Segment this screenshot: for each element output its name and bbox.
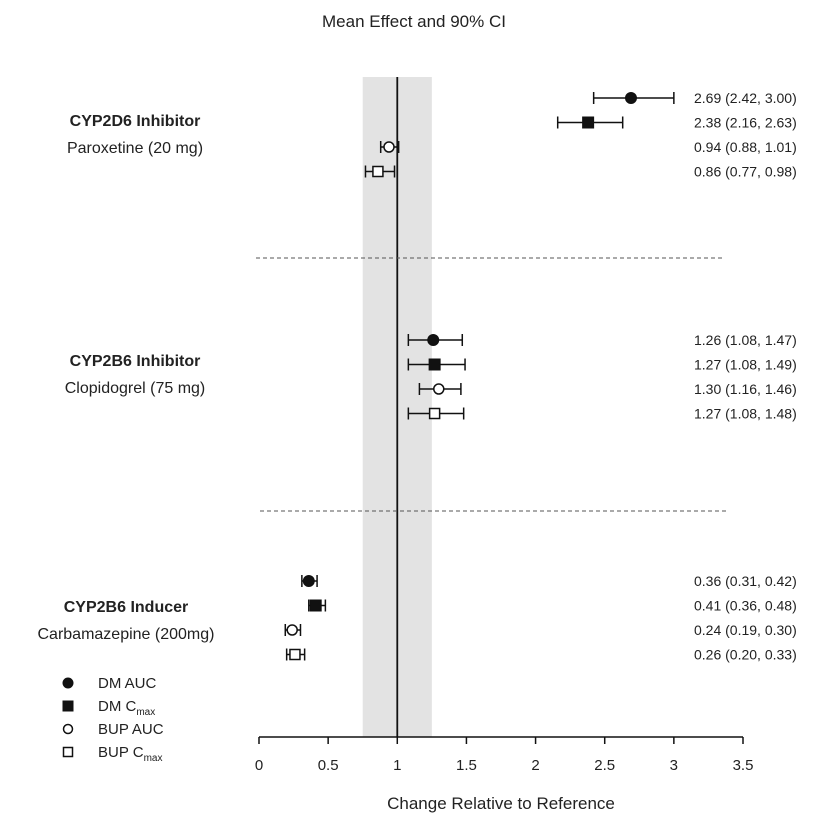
group-drug: Carbamazepine (200mg) bbox=[38, 626, 215, 643]
open-square-marker bbox=[62, 746, 74, 758]
data-rows: 2.69 (2.42, 3.00) 2.38 (2.16, 2.63) 0.94 (… bbox=[284, 90, 797, 663]
filled-square-marker bbox=[582, 116, 595, 129]
ci-value-label: 1.27 (1.08, 1.48) bbox=[694, 406, 797, 422]
x-tick-label: 0.5 bbox=[318, 757, 339, 774]
group-name: CYP2D6 Inhibitor bbox=[70, 113, 201, 130]
filled-circle-marker bbox=[427, 334, 440, 346]
ci-value-label: 2.69 (2.42, 3.00) bbox=[694, 90, 797, 106]
filled-square-marker bbox=[62, 700, 74, 712]
filled-circle-marker bbox=[624, 92, 637, 104]
open-square-marker bbox=[428, 407, 441, 420]
x-axis-label: Change Relative to Reference bbox=[387, 794, 615, 813]
filled-square-marker bbox=[428, 358, 441, 371]
legend-label: DM Cmax bbox=[98, 698, 155, 718]
ci-value-label: 0.36 (0.31, 0.42) bbox=[694, 573, 797, 589]
ci-value-label: 1.30 (1.16, 1.46) bbox=[694, 381, 797, 397]
x-tick-label: 1.5 bbox=[456, 757, 477, 774]
ci-value-label: 2.38 (2.16, 2.63) bbox=[694, 115, 797, 131]
group-name: CYP2B6 Inducer bbox=[64, 599, 188, 616]
legend-label: BUP Cmax bbox=[98, 744, 162, 764]
legend-label: DM AUC bbox=[98, 675, 157, 692]
ci-value-label: 0.41 (0.36, 0.48) bbox=[694, 598, 797, 614]
x-tick-label: 3 bbox=[670, 757, 678, 774]
open-circle-marker bbox=[62, 723, 74, 735]
x-tick-label: 0 bbox=[255, 757, 263, 774]
x-tick-label: 2.5 bbox=[594, 757, 615, 774]
legend-label-subscript: max bbox=[136, 707, 155, 718]
group-drug: Paroxetine (20 mg) bbox=[67, 140, 203, 157]
chart-title: Mean Effect and 90% CI bbox=[322, 12, 506, 31]
ci-value-label: 0.24 (0.19, 0.30) bbox=[694, 622, 797, 638]
legend-label-subscript: max bbox=[144, 753, 163, 764]
legend-label: BUP AUC bbox=[98, 721, 164, 738]
filled-square-marker bbox=[309, 599, 322, 612]
ci-value-label: 1.27 (1.08, 1.49) bbox=[694, 357, 797, 373]
x-tick-label: 1 bbox=[393, 757, 401, 774]
filled-circle-marker bbox=[302, 575, 315, 587]
legend: DM AUC DM Cmax BUP AUC BUP Cmax bbox=[62, 675, 164, 764]
x-axis: 0 0.5 1 1.5 2 2.5 3 3.5 bbox=[255, 736, 754, 774]
ci-value-label: 1.26 (1.08, 1.47) bbox=[694, 332, 797, 348]
open-circle-marker bbox=[433, 383, 445, 395]
group-name: CYP2B6 Inhibitor bbox=[70, 353, 201, 370]
group-drug: Clopidogrel (75 mg) bbox=[65, 380, 206, 397]
x-tick-label: 2 bbox=[531, 757, 539, 774]
ci-value-label: 0.94 (0.88, 1.01) bbox=[694, 139, 797, 155]
filled-circle-marker bbox=[62, 677, 74, 689]
ci-value-label: 0.86 (0.77, 0.98) bbox=[694, 164, 797, 180]
ci-value-label: 0.26 (0.20, 0.33) bbox=[694, 647, 797, 663]
open-circle-marker bbox=[286, 624, 298, 636]
x-tick-label: 3.5 bbox=[733, 757, 754, 774]
open-square-marker bbox=[372, 165, 384, 178]
open-circle-marker bbox=[383, 141, 395, 153]
open-square-marker bbox=[289, 648, 301, 661]
